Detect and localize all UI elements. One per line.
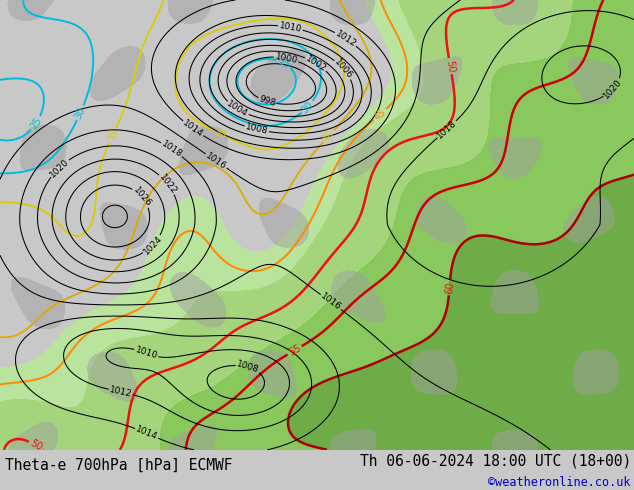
Text: 1012: 1012 [333, 29, 358, 49]
Text: 998: 998 [257, 95, 277, 108]
Text: 1010: 1010 [278, 21, 302, 34]
Text: 50: 50 [444, 59, 456, 73]
Text: 25: 25 [29, 115, 44, 131]
Text: 1008: 1008 [245, 122, 269, 136]
Text: 1008: 1008 [236, 360, 261, 375]
Text: Th 06-06-2024 18:00 UTC (18+00): Th 06-06-2024 18:00 UTC (18+00) [359, 454, 631, 468]
Text: 1018: 1018 [435, 118, 458, 141]
Text: Theta-e 700hPa [hPa] ECMWF: Theta-e 700hPa [hPa] ECMWF [5, 458, 233, 472]
Text: 1020: 1020 [602, 77, 624, 100]
Text: 1026: 1026 [131, 186, 153, 209]
Text: 1016: 1016 [204, 151, 228, 171]
Text: 1014: 1014 [181, 118, 205, 139]
Text: 30: 30 [74, 105, 87, 121]
Text: 1014: 1014 [134, 425, 159, 442]
Text: 1000: 1000 [274, 52, 299, 65]
Text: 35: 35 [212, 127, 228, 141]
Text: 45: 45 [372, 106, 388, 122]
Text: 50: 50 [28, 438, 44, 453]
Text: 35: 35 [106, 128, 120, 143]
Text: 1024: 1024 [141, 234, 164, 256]
Text: 1006: 1006 [333, 57, 354, 81]
Text: 1016: 1016 [319, 292, 343, 313]
Text: 55: 55 [287, 343, 302, 358]
Text: 30: 30 [300, 99, 315, 115]
Text: 1002: 1002 [304, 54, 328, 74]
Text: 60: 60 [444, 281, 455, 294]
Text: ©weatheronline.co.uk: ©weatheronline.co.uk [488, 476, 631, 490]
Text: 1012: 1012 [108, 385, 133, 399]
Text: 40: 40 [321, 128, 337, 144]
Text: 1022: 1022 [157, 172, 178, 196]
Text: 25: 25 [276, 56, 292, 71]
Text: 1020: 1020 [48, 157, 71, 179]
Text: 1010: 1010 [134, 345, 158, 361]
Text: 1004: 1004 [226, 99, 250, 119]
Text: 1018: 1018 [160, 139, 184, 159]
